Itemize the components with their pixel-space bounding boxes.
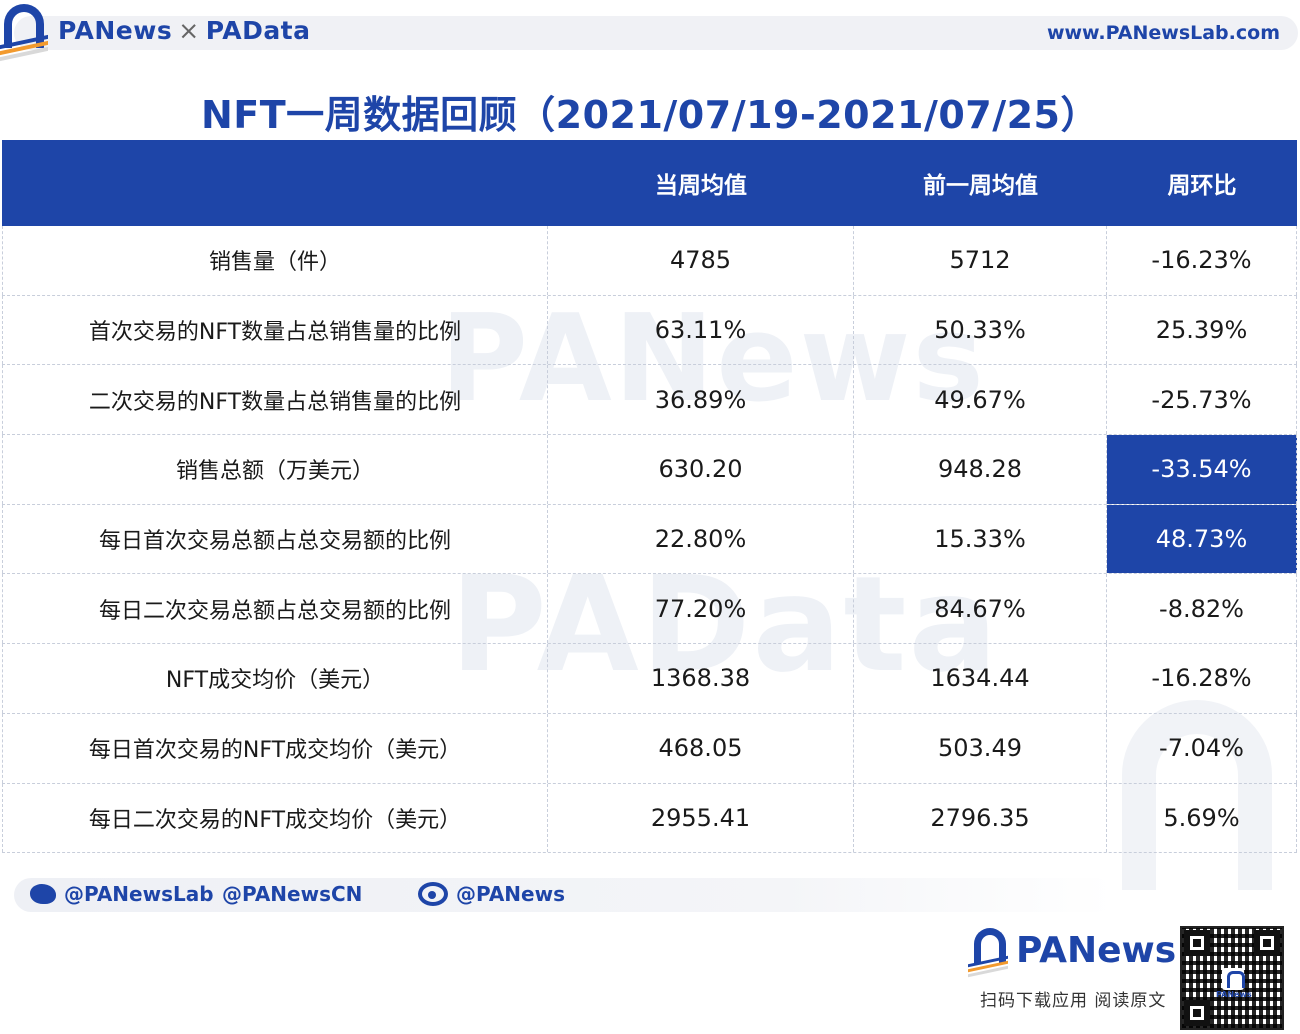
current-value: 2955.41 bbox=[548, 783, 854, 853]
table-body: 销售量（件） 4785 5712 -16.23% 首次交易的NFT数量占总销售量的比例 6… bbox=[2, 226, 1297, 854]
table-header: 当周均值 前一周均值 周环比 bbox=[2, 140, 1297, 226]
previous-value: 503.49 bbox=[854, 713, 1107, 783]
previous-value: 948.28 bbox=[854, 435, 1107, 504]
row-label: 每日首次交易的NFT成交均价（美元） bbox=[2, 713, 548, 783]
row-label: 首次交易的NFT数量占总销售量的比例 bbox=[2, 295, 548, 365]
header-bar bbox=[14, 16, 1298, 50]
brand-separator: × bbox=[178, 16, 200, 45]
brand-panews: PANews bbox=[58, 16, 173, 45]
current-value: 36.89% bbox=[548, 365, 854, 435]
row-label: 每日二次交易总额占总交易额的比例 bbox=[2, 574, 548, 644]
header-cell-current: 当周均值 bbox=[655, 173, 747, 199]
panews-logo-icon bbox=[4, 4, 44, 48]
header-cell-label bbox=[2, 140, 548, 226]
current-value: 630.20 bbox=[548, 435, 854, 504]
change-value: -16.23% bbox=[1107, 226, 1297, 295]
previous-value: 84.67% bbox=[854, 574, 1107, 644]
table-row: 首次交易的NFT数量占总销售量的比例 63.11% 50.33% 25.39% bbox=[2, 295, 1297, 366]
current-value: 1368.38 bbox=[548, 644, 854, 713]
table-row: 每日首次交易的NFT成交均价（美元） 468.05 503.49 -7.04% bbox=[2, 713, 1297, 784]
brand-padata: PAData bbox=[205, 16, 311, 45]
row-label: 二次交易的NFT数量占总销售量的比例 bbox=[2, 365, 548, 435]
weibo-handle-label: @PANews bbox=[456, 882, 565, 906]
previous-value: 50.33% bbox=[854, 295, 1107, 365]
change-value: -8.82% bbox=[1107, 574, 1297, 644]
qr-finder bbox=[1184, 930, 1210, 956]
twitter-handle-lab-label: @PANewsLab bbox=[64, 882, 214, 906]
row-label: 销售总额（万美元） bbox=[2, 435, 548, 504]
change-value: -16.28% bbox=[1107, 644, 1297, 713]
qr-finder bbox=[1254, 930, 1280, 956]
table-row: 每日二次交易的NFT成交均价（美元） 2955.41 2796.35 5.69% bbox=[2, 783, 1297, 854]
change-value: -7.04% bbox=[1107, 713, 1297, 783]
social-bar bbox=[14, 878, 1114, 912]
table-row: 每日首次交易总额占总交易额的比例 22.80% 15.33% 48.73% bbox=[2, 504, 1297, 575]
change-value: -33.54% bbox=[1107, 435, 1297, 504]
table-row: 销售量（件） 4785 5712 -16.23% bbox=[2, 226, 1297, 296]
row-label: 销售量（件） bbox=[2, 226, 548, 295]
footer-logo-icon bbox=[974, 928, 1006, 964]
row-label: NFT成交均价（美元） bbox=[2, 644, 548, 713]
row-label: 每日二次交易的NFT成交均价（美元） bbox=[2, 783, 548, 853]
current-value: 63.11% bbox=[548, 295, 854, 365]
twitter-handle-cn[interactable]: @PANewsCN bbox=[222, 882, 362, 906]
page-title: NFT一周数据回顾（2021/07/19-2021/07/25） bbox=[200, 93, 1100, 137]
twitter-handle-lab[interactable]: @PANewsLab bbox=[30, 882, 214, 906]
previous-value: 5712 bbox=[854, 226, 1107, 295]
header-cell-change: 周环比 bbox=[1167, 173, 1237, 199]
header-cell-previous: 前一周均值 bbox=[923, 173, 1038, 199]
table-row: NFT成交均价（美元） 1368.38 1634.44 -16.28% bbox=[2, 644, 1297, 714]
twitter-handle-cn-label: @PANewsCN bbox=[222, 882, 363, 906]
current-value: 468.05 bbox=[548, 713, 854, 783]
previous-value: 1634.44 bbox=[854, 644, 1107, 713]
footer-brand: PANews bbox=[1016, 930, 1177, 971]
table-row: 销售总额（万美元） 630.20 948.28 -33.54% bbox=[2, 435, 1297, 505]
logo-stripes bbox=[0, 34, 48, 62]
table-row: 每日二次交易总额占总交易额的比例 77.20% 84.67% -8.82% bbox=[2, 574, 1297, 645]
current-value: 22.80% bbox=[548, 504, 854, 574]
twitter-icon bbox=[30, 884, 56, 904]
qr-finder bbox=[1184, 1000, 1210, 1026]
weibo-handle[interactable]: @PANews bbox=[418, 882, 565, 906]
qr-code[interactable] bbox=[1180, 926, 1284, 1030]
brand-title: PANews × PAData bbox=[58, 16, 311, 45]
data-table: 当周均值 前一周均值 周环比 销售量（件） 4785 5712 -16.23% 首次交易… bbox=[2, 140, 1297, 854]
qr-logo-icon bbox=[1222, 968, 1245, 990]
download-cta: 扫码下载应用 阅读原文 bbox=[980, 991, 1167, 1011]
site-url[interactable]: www.PANewsLab.com bbox=[1046, 22, 1280, 44]
qr-label: PANews bbox=[1216, 990, 1252, 999]
change-value: -25.73% bbox=[1107, 365, 1297, 435]
footer-logo-stripes bbox=[968, 955, 1008, 978]
change-value: 25.39% bbox=[1107, 295, 1297, 365]
current-value: 77.20% bbox=[548, 574, 854, 644]
weibo-icon bbox=[418, 882, 448, 906]
previous-value: 49.67% bbox=[854, 365, 1107, 435]
previous-value: 15.33% bbox=[854, 504, 1107, 574]
change-value: 5.69% bbox=[1107, 783, 1297, 853]
change-value: 48.73% bbox=[1107, 504, 1297, 574]
table-row: 二次交易的NFT数量占总销售量的比例 36.89% 49.67% -25.73% bbox=[2, 365, 1297, 436]
current-value: 4785 bbox=[548, 226, 854, 295]
previous-value: 2796.35 bbox=[854, 783, 1107, 853]
row-label: 每日首次交易总额占总交易额的比例 bbox=[2, 504, 548, 574]
